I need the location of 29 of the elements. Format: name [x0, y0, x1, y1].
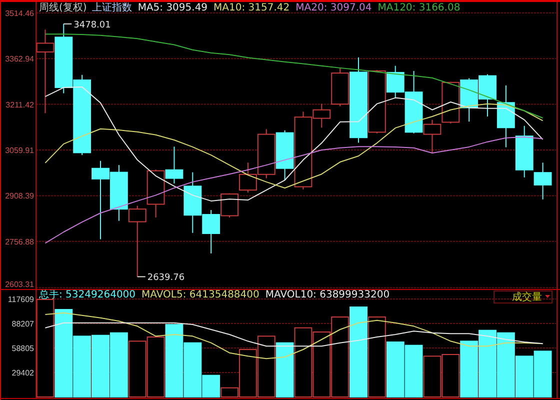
line-series — [44, 136, 544, 244]
text: MA5: 3095.49 — [138, 2, 208, 14]
y-tick-label: 3362.94 — [5, 54, 35, 64]
y-tick-label: 29402 — [12, 368, 35, 378]
bar — [36, 299, 54, 398]
y-tick-label: 117609 — [8, 294, 35, 304]
line-series — [44, 34, 544, 118]
line-series — [44, 322, 544, 347]
y-tick-label: 3514.46 — [5, 8, 35, 18]
y-tick-label: 88207 — [12, 319, 35, 328]
y-tick-label: 2756.88 — [5, 237, 35, 246]
text: MA20: 3097.04 — [296, 2, 372, 14]
chart-title: 周线(复权) — [39, 2, 87, 14]
text: MAVOL10: 63899933200 — [265, 290, 390, 300]
y-tick-label: 2908.39 — [5, 192, 35, 201]
bar — [350, 306, 368, 398]
y-tick-label: 3059.91 — [5, 146, 35, 155]
annotation: 3478.01 — [74, 20, 111, 30]
chart-subtitle: 上证指数 — [92, 2, 132, 14]
text: MA10: 3157.42 — [214, 2, 290, 14]
annotation: 2639.76 — [147, 273, 185, 284]
bar — [368, 316, 386, 398]
annotation: 成交量 — [512, 291, 542, 303]
y-tick-label: 58805 — [12, 344, 35, 353]
text: MA120: 3166.08 — [378, 2, 460, 14]
bar — [276, 342, 294, 398]
text: MAVOL5: 64135488400 — [142, 290, 260, 300]
y-tick-label: 3211.42 — [6, 100, 35, 110]
y-tick-label: 2603.31 — [5, 280, 35, 289]
